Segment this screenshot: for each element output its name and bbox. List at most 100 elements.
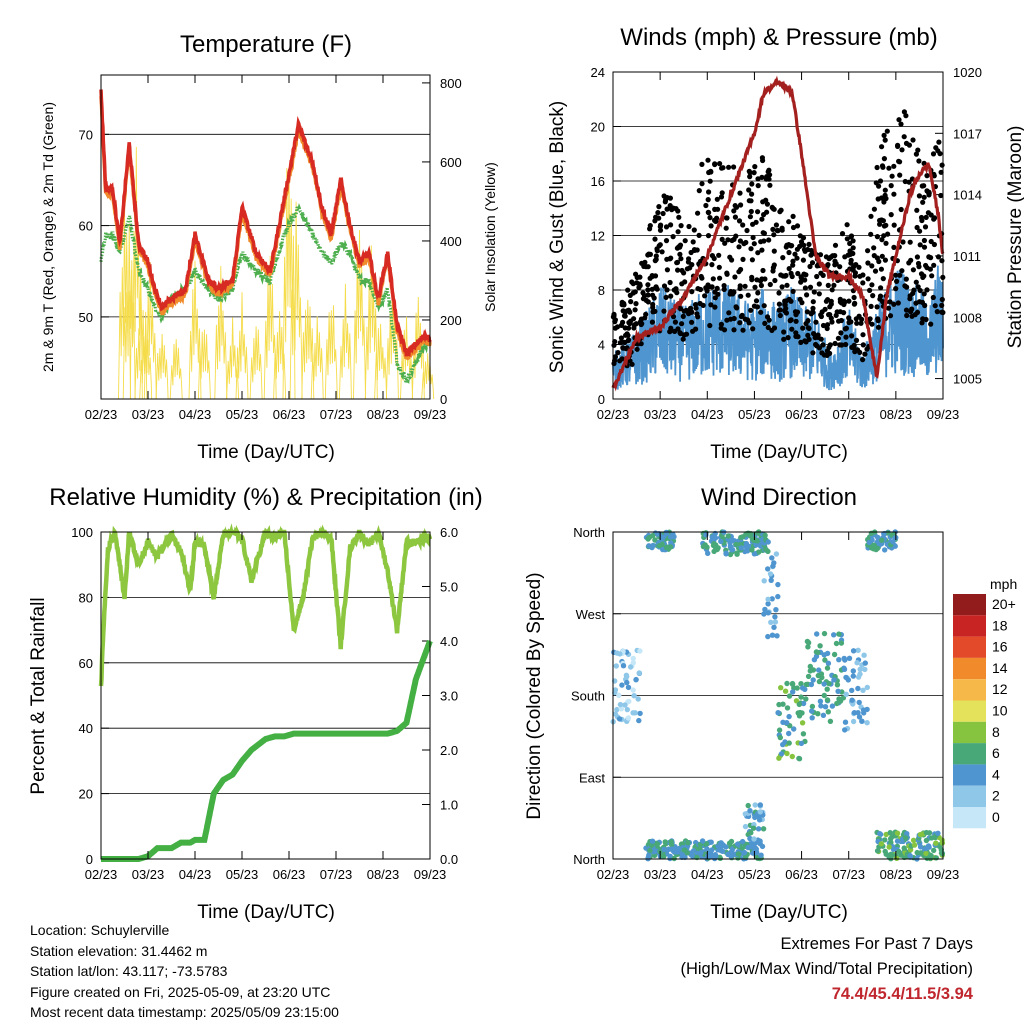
extremes-title: Extremes For Past 7 Days: [780, 935, 973, 953]
gust-point: [886, 165, 892, 171]
direction-point: [842, 657, 848, 663]
legend-title: mph: [990, 576, 1017, 592]
direction-point: [617, 701, 624, 708]
x-tick-label: 05/23: [226, 867, 259, 882]
gust-point: [860, 280, 866, 286]
gust-point: [794, 223, 801, 229]
gust-point: [798, 339, 804, 345]
gust-point: [924, 287, 930, 293]
solar-spike: [249, 326, 263, 400]
direction-point: [637, 710, 643, 717]
direction-point: [831, 677, 837, 683]
direction-point: [789, 681, 796, 687]
gust-point: [645, 287, 651, 293]
gust-point: [786, 266, 792, 272]
gust-point: [904, 312, 910, 319]
gust-point: [679, 321, 685, 327]
direction-point: [755, 826, 762, 832]
direction-point: [842, 727, 848, 733]
gust-point: [749, 277, 755, 283]
gust-point: [676, 214, 682, 220]
gust-point: [675, 326, 681, 332]
solar-spike: [118, 209, 131, 400]
gust-point: [737, 190, 743, 196]
direction-point: [711, 548, 717, 555]
gust-point: [705, 233, 712, 239]
direction-point: [630, 660, 636, 666]
gust-point: [798, 275, 805, 281]
gust-point: [903, 276, 909, 282]
winds-title: Winds (mph) & Pressure (mb): [620, 24, 937, 51]
gust-point: [844, 222, 850, 228]
gust-point: [804, 309, 811, 315]
gust-point: [871, 206, 878, 212]
direction-point: [821, 692, 827, 699]
x-tick-label: 04/23: [179, 407, 212, 422]
direction-point: [656, 543, 663, 549]
gust-point: [660, 210, 666, 217]
gust-point: [846, 298, 852, 304]
gust-point: [647, 223, 653, 229]
direction-point: [923, 837, 930, 844]
direction-point: [720, 848, 726, 854]
gust-point: [823, 254, 830, 260]
direction-point: [817, 643, 823, 649]
gust-point: [895, 143, 901, 149]
gust-point: [808, 252, 814, 258]
direction-point: [833, 640, 840, 647]
direction-point: [681, 847, 687, 853]
gust-point: [930, 151, 937, 157]
gust-point: [877, 178, 884, 184]
direction-point: [855, 710, 861, 716]
gust-point: [790, 288, 796, 294]
direction-point: [821, 681, 827, 687]
y2-tick-label: 1020: [953, 65, 982, 80]
gust-point: [707, 322, 713, 329]
gust-point: [762, 276, 768, 282]
gust-point: [773, 222, 780, 228]
direction-point: [931, 847, 937, 854]
gust-point: [879, 253, 885, 259]
direction-ylabel: Direction (Colored By Speed): [524, 572, 545, 819]
solar-spike: [374, 323, 388, 400]
gust-point: [734, 305, 740, 311]
gust-point: [852, 300, 858, 306]
direction-point: [749, 547, 755, 553]
gust-point: [703, 202, 709, 209]
direction-point: [699, 838, 706, 844]
gust-point: [851, 294, 857, 301]
gust-point: [817, 252, 824, 258]
gust-point: [889, 173, 895, 179]
direction-point: [703, 841, 710, 847]
gust-point: [680, 313, 686, 319]
direction-point: [836, 657, 842, 663]
direction-point: [734, 551, 740, 557]
direction-point: [918, 850, 924, 856]
gust-point: [848, 234, 854, 240]
gust-point: [654, 248, 660, 254]
direction-point: [759, 843, 766, 850]
direction-point: [886, 844, 892, 850]
direction-point: [650, 542, 656, 549]
gust-point: [715, 291, 721, 297]
x-tick-label: 08/23: [880, 867, 913, 882]
gust-point: [802, 338, 808, 344]
gust-point: [814, 273, 820, 280]
gust-point: [661, 308, 667, 314]
direction-point: [786, 730, 792, 737]
location-text: Location: Schuylerville: [30, 922, 170, 938]
direction-point: [857, 666, 863, 672]
direction-point: [929, 835, 935, 841]
direction-point: [777, 734, 783, 741]
direction-point: [627, 664, 634, 670]
gust-point: [743, 239, 749, 246]
solar-spike: [289, 201, 303, 400]
gust-point: [751, 303, 758, 309]
direction-point: [814, 631, 820, 637]
direction-point: [887, 830, 893, 836]
x-tick-label: 09/23: [927, 407, 960, 422]
gust-point: [798, 239, 805, 245]
gust-point: [687, 265, 693, 271]
gust-point: [622, 325, 628, 331]
gust-point: [920, 316, 926, 322]
